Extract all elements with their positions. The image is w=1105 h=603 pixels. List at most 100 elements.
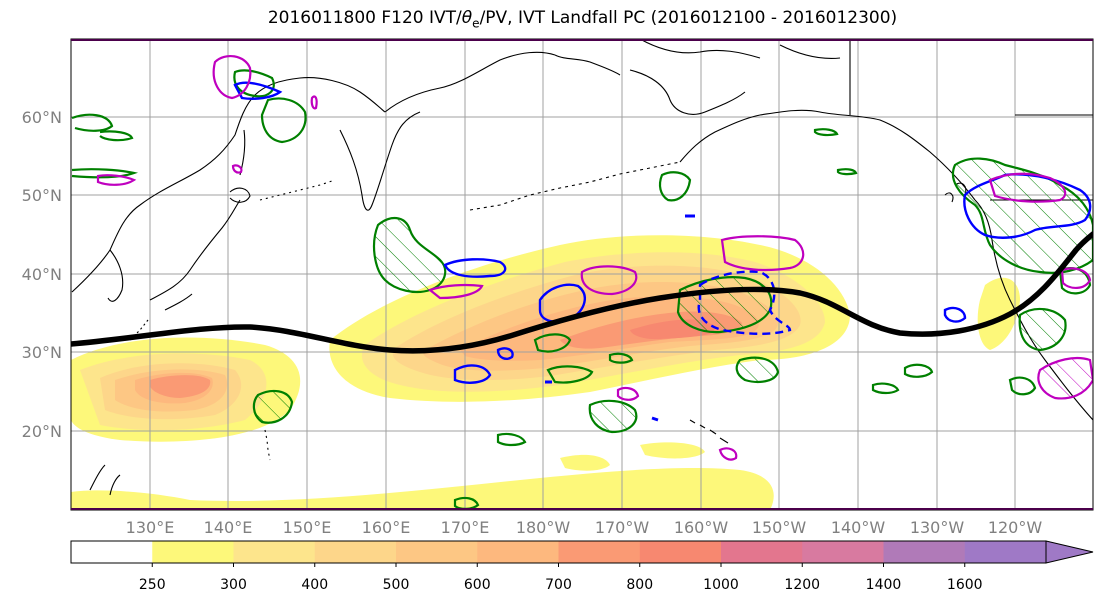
theta-contour <box>1008 376 1037 396</box>
colorbar-extend-arrow <box>1045 540 1094 564</box>
theta-contour <box>372 217 447 294</box>
colorbar-cell <box>558 541 641 563</box>
asia-coast <box>71 77 386 293</box>
pv-contour <box>538 283 586 323</box>
north-coast <box>639 39 841 59</box>
ivt-contours <box>96 54 1093 461</box>
ivt-contour <box>988 172 1067 203</box>
colorbar-label: 400 <box>301 577 328 593</box>
colorbar-cell <box>314 541 397 563</box>
ivt-contour <box>1060 267 1092 289</box>
lat-label: 30°N <box>22 343 62 362</box>
colorbar-cell <box>152 541 234 563</box>
theta-contour <box>546 365 594 384</box>
colorbar-cell <box>71 541 153 563</box>
colorbar-cell <box>396 541 478 563</box>
hokkaido <box>229 187 251 203</box>
lat-label: 60°N <box>22 108 62 127</box>
colorbar-label: 500 <box>383 577 410 593</box>
colorbar-label: 800 <box>626 577 653 593</box>
ivt-west-700 <box>150 375 211 398</box>
lon-label: 160°E <box>362 518 411 537</box>
theta-contour <box>871 382 900 395</box>
ivt-contour <box>720 235 805 272</box>
theta-contour <box>260 97 307 144</box>
pv-contour <box>233 81 283 100</box>
pv-contour <box>496 347 514 360</box>
aleutians <box>469 161 681 211</box>
colorbar-label: 250 <box>139 577 166 593</box>
theta-contour <box>903 363 934 378</box>
colorbar-label: 1000 <box>703 577 739 593</box>
theta-contour <box>836 168 858 176</box>
ivt-east-250 <box>977 277 1020 350</box>
colorbar-cell <box>477 541 559 563</box>
colorbar-cell <box>883 541 966 563</box>
colorbar-cell <box>721 541 803 563</box>
lon-label: 150°E <box>283 518 332 537</box>
ivt-contour <box>212 54 252 100</box>
ivt-south2-250 <box>560 454 610 471</box>
pv-contour <box>943 306 967 323</box>
alaska-gulf <box>759 109 976 201</box>
kamchatka <box>339 111 421 211</box>
alaska-west <box>629 69 746 115</box>
colorbar-label: 600 <box>464 577 491 593</box>
theta-contour <box>233 69 275 98</box>
theta-contour <box>453 496 480 510</box>
lon-label: 130°W <box>910 518 965 537</box>
colorbar-label: 1400 <box>866 577 902 593</box>
alaska-peninsula <box>679 114 761 163</box>
lat-label: 50°N <box>22 186 62 205</box>
theta-contour <box>813 128 839 137</box>
ivt-contour <box>580 265 638 296</box>
theta-contour <box>71 168 139 179</box>
ivt-contour <box>427 283 484 300</box>
ivt-contour <box>718 447 738 461</box>
colorbar-label: 1600 <box>947 577 983 593</box>
ivt-contour <box>616 386 640 401</box>
chart-title: 2016011800 F120 IVT/θe/PV, IVT Landfall … <box>267 8 898 31</box>
theta-contour <box>71 113 134 142</box>
theta-contour <box>533 333 572 353</box>
ivt-south3-250 <box>640 442 705 459</box>
colorbar-label: 300 <box>220 577 247 593</box>
lon-label: 140°E <box>204 518 253 537</box>
theta-contour <box>735 356 780 383</box>
kuriles <box>259 179 336 201</box>
colorbar-cell <box>639 541 722 563</box>
colorbar-label: 1200 <box>784 577 820 593</box>
colorbar: 250 300 400 500 600 700 800 1000 1200 1400 1600 <box>70 540 1094 593</box>
theta-contour <box>588 399 638 434</box>
pv-contour <box>453 364 492 384</box>
pv-contour <box>697 270 792 335</box>
lat-label: 20°N <box>22 422 62 441</box>
theta-contour <box>496 432 527 447</box>
ivt-south-250 <box>71 467 774 510</box>
landfall-line <box>71 231 1093 354</box>
lon-label: 130°E <box>126 518 175 537</box>
colorbar-cell <box>964 541 1047 563</box>
theta-contour <box>658 171 692 202</box>
colorbar-cell <box>802 541 884 563</box>
lon-label: 150°W <box>752 518 807 537</box>
lon-label: 160°W <box>674 518 729 537</box>
lat-labels: 60°N 50°N 40°N 30°N 20°N <box>22 108 62 441</box>
pv-contour <box>443 258 507 278</box>
chukotka <box>554 54 621 76</box>
marianas <box>264 429 271 461</box>
lon-label: 120°W <box>988 518 1043 537</box>
theta-contour <box>252 389 294 424</box>
lon-label: 180°W <box>516 518 571 537</box>
siberia-arctic <box>384 51 556 113</box>
philippines <box>89 464 121 496</box>
colorbar-cell <box>233 541 316 563</box>
theta-contour <box>608 352 634 364</box>
japan <box>149 199 241 311</box>
ivt-contour <box>96 174 137 186</box>
hawaii <box>689 419 729 444</box>
theta-contour <box>951 157 1093 274</box>
colorbar-label: 700 <box>545 577 572 593</box>
lon-label: 140°W <box>831 518 886 537</box>
